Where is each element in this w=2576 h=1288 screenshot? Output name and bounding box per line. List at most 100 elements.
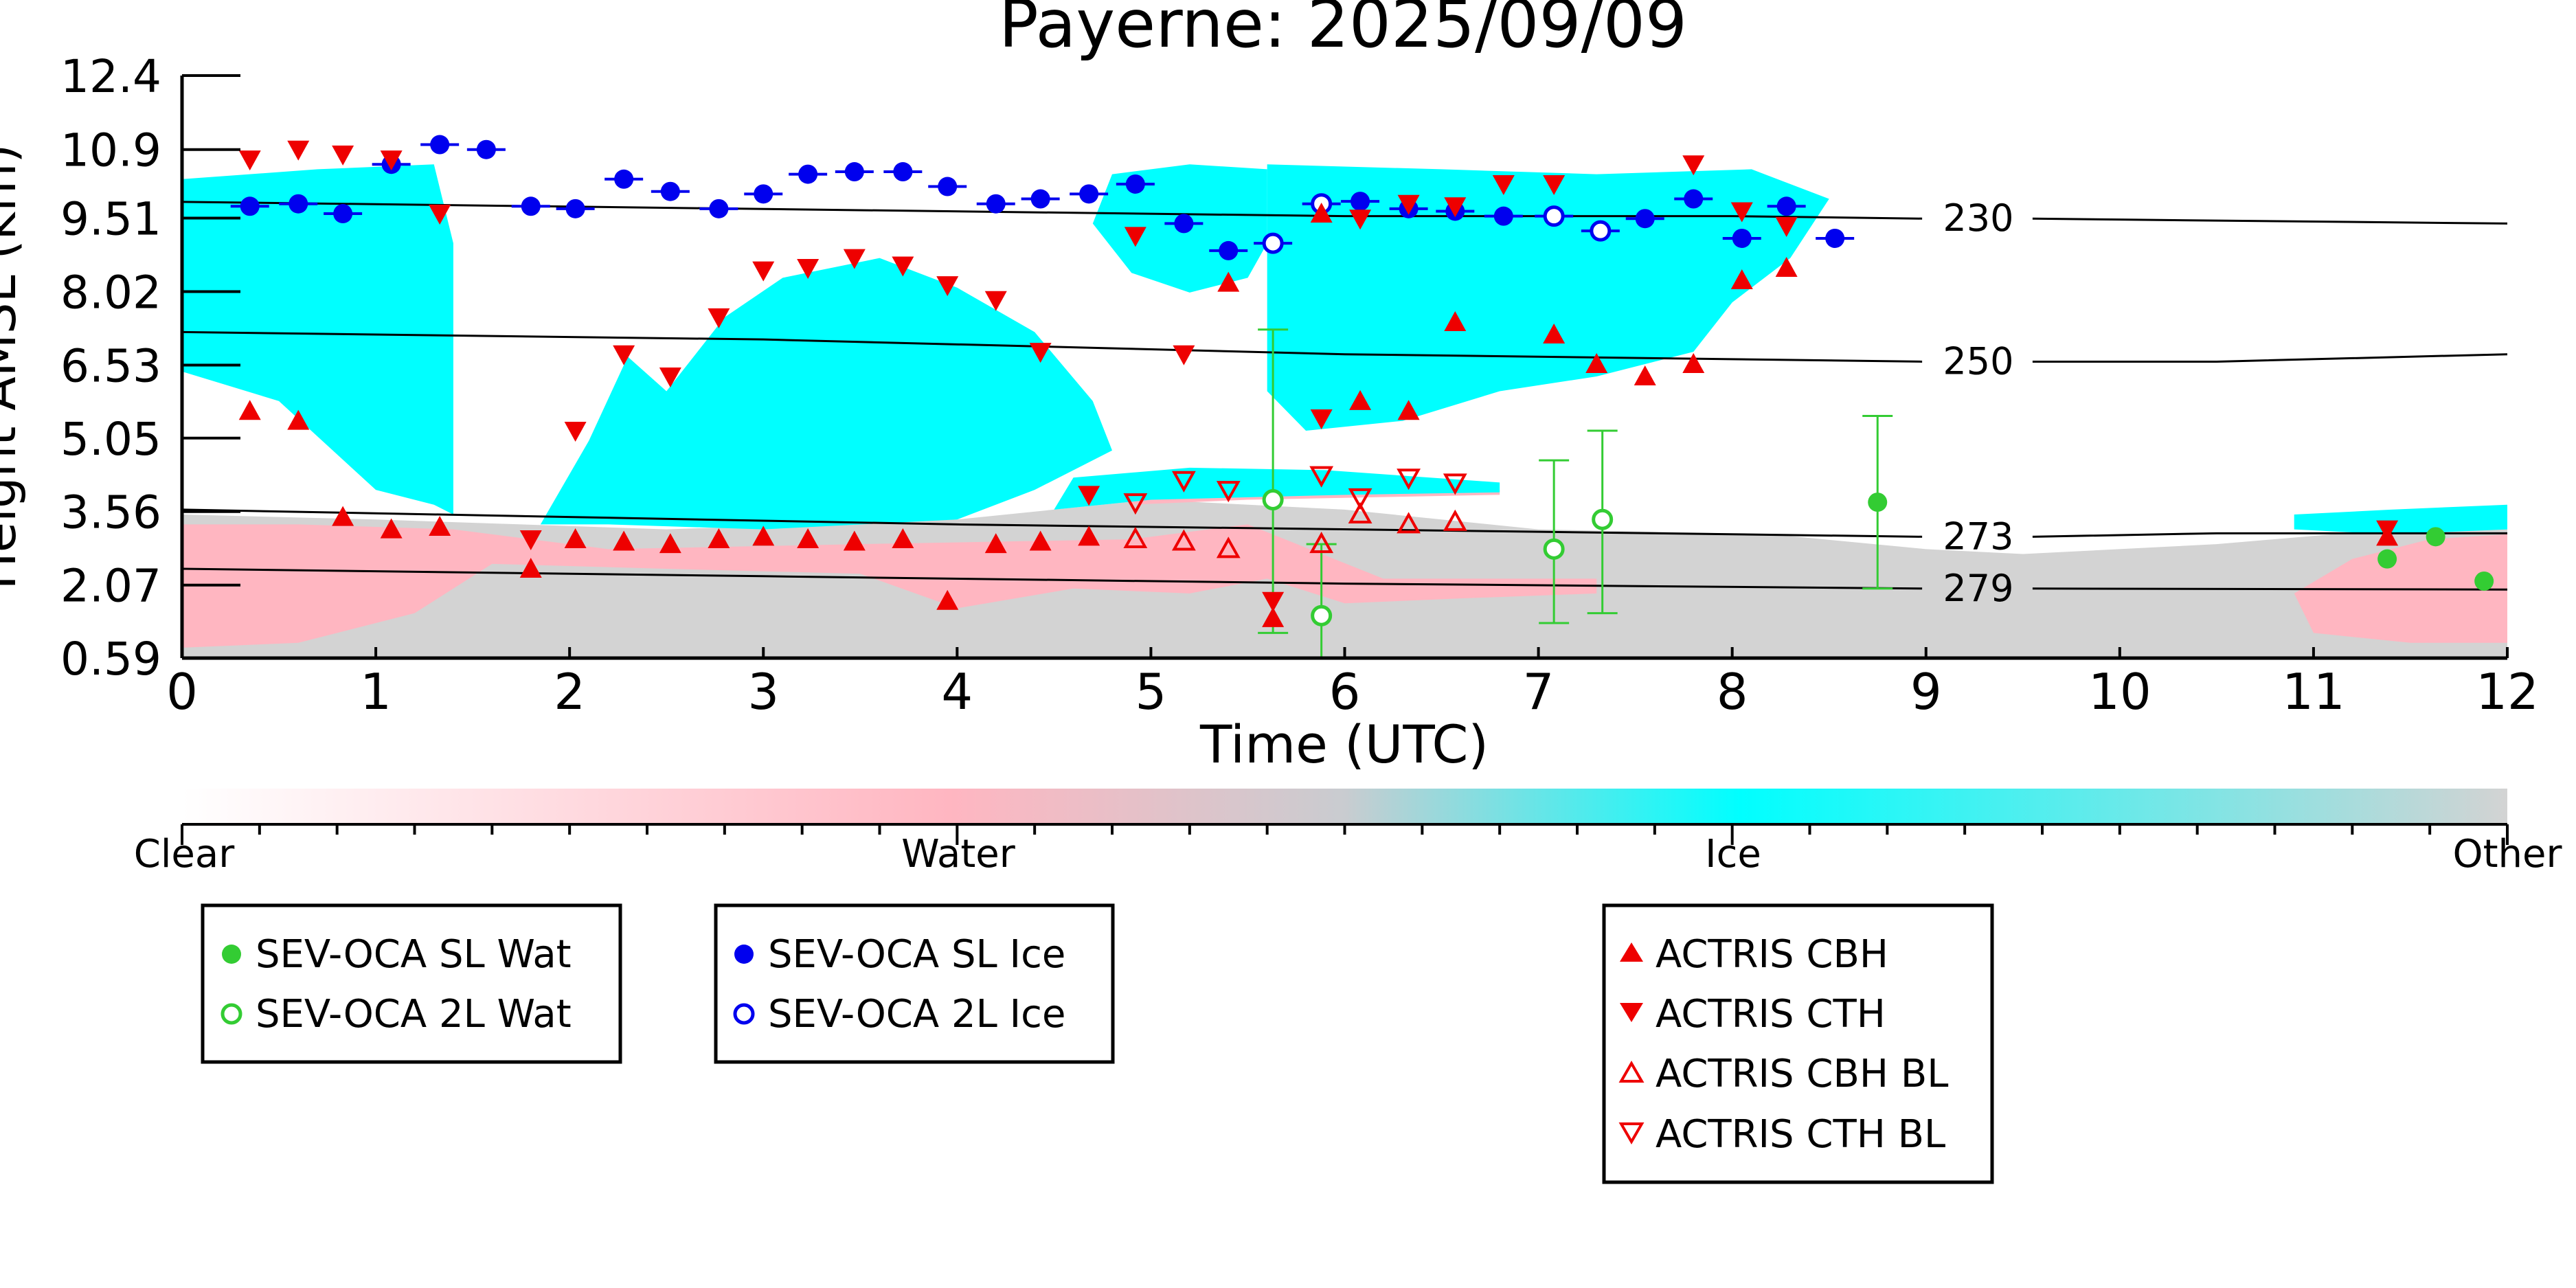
actris-cbh-point [843, 530, 866, 551]
actris-cth-point [1124, 227, 1146, 247]
legend-actris: ACTRIS CBH ACTRIS CTH ACTRIS CBH BL ACTR… [1602, 903, 1994, 1184]
x-tick-label: 12 [2476, 663, 2539, 721]
legend-sev-oca-ice: SEV-OCA SL Ice SEV-OCA 2L Ice [714, 903, 1115, 1064]
actris-cth-point [1730, 202, 1753, 223]
actris-cbh-point [1310, 203, 1333, 223]
sev-oca-sl-ice-point [1684, 189, 1704, 209]
legend-label: SEV-OCA SL Ice [768, 932, 1065, 977]
actris-cth-point [2376, 520, 2399, 541]
actris-cbh-point [708, 528, 730, 548]
actris-cbh-point [1349, 389, 1372, 410]
x-tick-label: 0 [166, 663, 198, 721]
phase-region [1267, 164, 1829, 431]
x-tick-label: 8 [1717, 663, 1748, 721]
sev-oca-sl-ice-point [938, 177, 958, 196]
actris-cth-point [708, 308, 730, 328]
actris-cth-point [752, 261, 775, 282]
x-tick-label: 9 [1910, 663, 1942, 721]
actris-cbh-point [1730, 269, 1753, 289]
sev-oca-2l-wat-point [1311, 605, 1333, 626]
isotherm-label: 279 [1943, 567, 2013, 610]
actris-cbh-point [797, 528, 820, 548]
isotherm-line [2032, 353, 2508, 363]
sev-oca-sl-wat-point [1868, 493, 1888, 512]
actris-cth-point [380, 150, 403, 171]
sev-oca-sl-ice-point [709, 199, 729, 218]
actris-cth-point [1492, 174, 1515, 195]
sev-oca-sl-ice-point [844, 162, 864, 182]
actris-cbh-point [1634, 365, 1656, 386]
legend-marker-2l-ice [733, 1003, 755, 1025]
isotherm-line [2032, 532, 2507, 538]
sev-oca-2l-ice-point [1543, 205, 1565, 227]
actris-cth-point [659, 368, 681, 388]
legend-marker-cth-bl [1618, 1122, 1645, 1145]
actris-cbh-bl-point [1171, 529, 1196, 551]
x-tick-label: 11 [2282, 663, 2345, 721]
colorbar [182, 789, 2507, 824]
legend-marker-sl-ice [734, 945, 754, 964]
x-tick-label: 4 [941, 663, 973, 721]
sev-oca-sl-ice-point [430, 135, 450, 155]
phase-region [1054, 467, 1500, 510]
sev-oca-sl-ice-point [1174, 214, 1194, 234]
sev-oca-sl-ice-point [1125, 174, 1145, 194]
phase-region [540, 258, 1112, 530]
actris-cbh-bl-point [1443, 509, 1467, 531]
isotherm-label: 250 [1943, 339, 2013, 383]
actris-cth-point [287, 140, 310, 161]
legend-marker-cbh [1620, 942, 1643, 962]
y-tick-label: 0.59 [60, 633, 161, 686]
sev-oca-sl-ice-point [476, 139, 496, 159]
sev-oca-sl-ice-point [614, 169, 634, 189]
y-tick-label: 8.02 [60, 266, 161, 319]
sev-oca-sl-ice-point [660, 181, 680, 201]
actris-cth-point [843, 249, 866, 269]
sev-oca-sl-ice-point [240, 196, 260, 216]
sev-oca-sl-ice-point [333, 204, 353, 224]
actris-cbh-bl-point [1397, 512, 1421, 534]
sev-oca-sl-ice-point [1351, 192, 1370, 212]
actris-cbh-point [238, 400, 261, 420]
y-axis-label: Height AMSL (km) [0, 144, 27, 590]
actris-cth-point [936, 276, 959, 297]
sev-oca-2l-wat-point [1543, 538, 1565, 560]
sev-oca-sl-ice-point [289, 194, 308, 214]
actris-cbh-point [1444, 311, 1467, 332]
actris-cbh-point [613, 530, 635, 551]
x-tick-label: 2 [554, 663, 585, 721]
actris-cth-point [797, 259, 820, 280]
isotherm-line [181, 567, 1923, 590]
actris-cbh-point [429, 516, 451, 536]
sev-oca-sl-ice-point [1493, 206, 1513, 226]
sev-oca-sl-wat-point [2426, 527, 2445, 547]
isotherm-label: 273 [1943, 515, 2013, 558]
actris-cth-point [564, 421, 587, 442]
actris-cbh-point [936, 589, 959, 610]
sev-oca-sl-ice-point [893, 162, 913, 182]
actris-cth-point [238, 150, 261, 171]
actris-cbh-point [1543, 323, 1566, 343]
y-ticks: 0.59 2.07 3.56 5.05 6.53 8.02 9.51 10.9 12.4 [60, 50, 240, 686]
y-tick-label: 2.07 [60, 560, 161, 613]
x-tick-label: 1 [360, 663, 392, 721]
sev-oca-sl-ice-point [798, 164, 818, 184]
colorbar-label-ice: Ice [1705, 832, 1761, 877]
actris-cth-point [613, 345, 635, 365]
sev-oca-sl-ice-point [1635, 209, 1655, 229]
y-tick-label: 10.9 [60, 124, 161, 177]
actris-cth-point [332, 145, 354, 166]
actris-cbh-point [1397, 400, 1420, 420]
actris-cbh-point [1217, 271, 1240, 292]
actris-cbh-point [752, 526, 775, 546]
actris-cth-point [1262, 591, 1285, 612]
legend-label: SEV-OCA 2L Ice [768, 992, 1065, 1037]
actris-cth-point [1349, 210, 1372, 230]
legend-label: SEV-OCA 2L Wat [256, 992, 572, 1037]
actris-cth-bl-point [1397, 468, 1421, 490]
x-tick-label: 5 [1136, 663, 1167, 721]
actris-cbh-point [892, 528, 914, 548]
actris-cth-point [1682, 155, 1705, 176]
y-tick-label: 12.4 [60, 50, 161, 103]
